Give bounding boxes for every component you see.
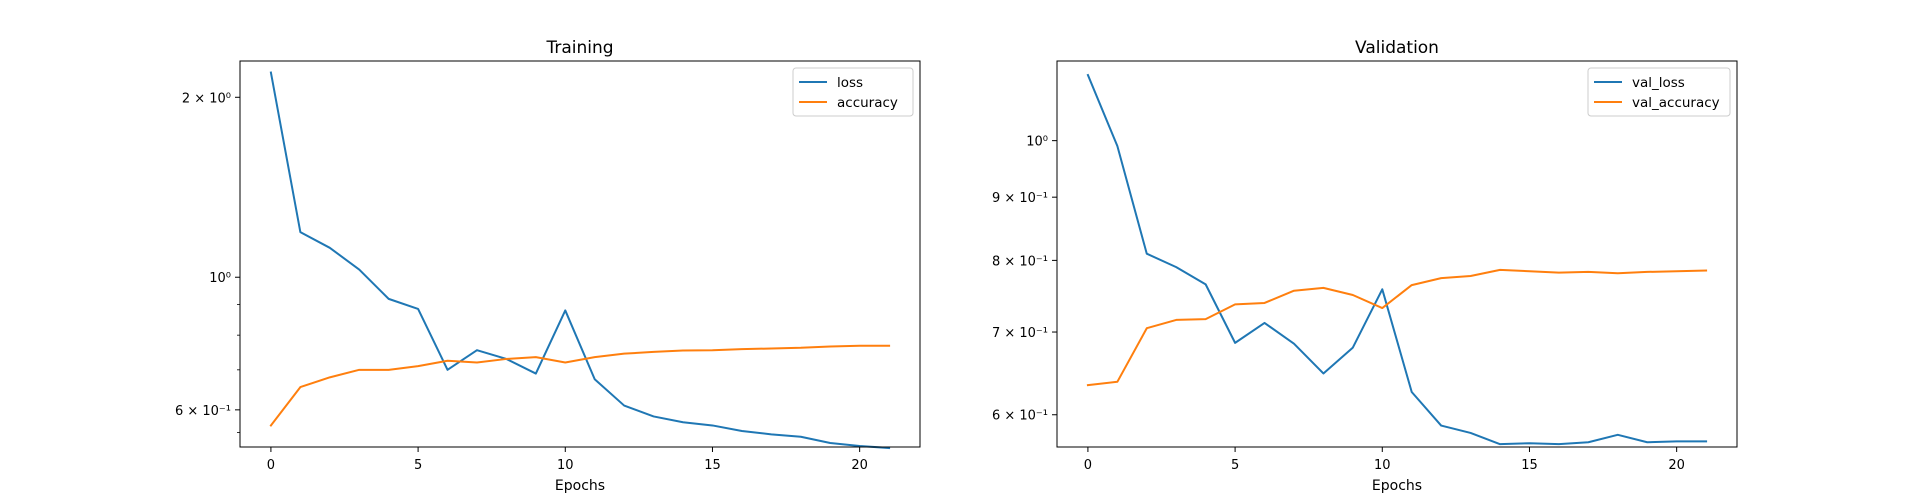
x-tick-label: 5 xyxy=(414,458,422,473)
legend-label-val_loss: val_loss xyxy=(1632,75,1685,91)
x-tick-label: 5 xyxy=(1231,458,1239,473)
chart-title: Training xyxy=(545,38,613,58)
chart-0: 0 5 10 15 20 2 × 10⁰ 10⁰ 6 × 10⁻¹ Training Epochs… xyxy=(175,38,921,494)
legend-label-val_accuracy: val_accuracy xyxy=(1632,95,1720,111)
chart-title: Validation xyxy=(1355,38,1439,58)
legend-label-loss: loss xyxy=(837,75,863,91)
x-tick-label: 15 xyxy=(1521,458,1538,473)
series-line-loss xyxy=(269,71,891,450)
x-tick-label: 15 xyxy=(704,458,721,473)
series-line-val_accuracy xyxy=(1086,268,1708,387)
x-tick-label: 20 xyxy=(1668,458,1685,473)
x-tick-label: 10 xyxy=(557,458,574,473)
x-tick-label: 0 xyxy=(267,458,275,473)
y-tick-label: 6 × 10⁻¹ xyxy=(175,404,231,419)
y-tick-label: 2 × 10⁰ xyxy=(182,91,231,106)
y-tick-label: 10⁰ xyxy=(1026,135,1048,150)
axes-frame xyxy=(239,60,921,448)
axes-frame xyxy=(1056,60,1738,448)
y-tick-label: 9 × 10⁻¹ xyxy=(992,191,1048,206)
legend: val_loss val_accuracy xyxy=(1587,67,1731,117)
x-tick-label: 10 xyxy=(1374,458,1391,473)
y-tick-label: 8 × 10⁻¹ xyxy=(992,254,1048,269)
x-axis-label: Epochs xyxy=(1372,478,1422,494)
x-tick-label: 0 xyxy=(1084,458,1092,473)
legend-box xyxy=(1587,67,1731,117)
x-axis-label: Epochs xyxy=(555,478,605,494)
legend-label-accuracy: accuracy xyxy=(837,95,898,111)
y-tick-label: 7 × 10⁻¹ xyxy=(992,326,1048,341)
chart-1: 0 5 10 15 20 10⁰ 9 × 10⁻¹ 8 × 10⁻¹ 7 × 10⁻¹ 6 × 1… xyxy=(992,38,1738,494)
x-tick-label: 20 xyxy=(851,458,868,473)
y-tick-label: 10⁰ xyxy=(209,271,231,286)
legend-box xyxy=(792,67,914,117)
y-tick-label: 6 × 10⁻¹ xyxy=(992,409,1048,424)
legend: loss accuracy xyxy=(792,67,914,117)
series-line-val_loss xyxy=(1086,73,1708,446)
series-line-accuracy xyxy=(269,344,891,427)
